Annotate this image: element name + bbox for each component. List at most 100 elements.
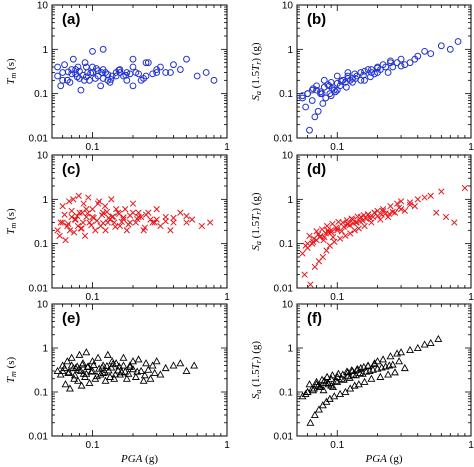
data-point: [310, 410, 319, 419]
panel-a: 0.01 0.1 1 10 0.1 1 (a) Tm (s): [5, 1, 230, 154]
y-axis-label: Sa (1.5Tr) (g): [250, 341, 263, 399]
data-point: [144, 59, 152, 67]
plot-frame: [51, 154, 228, 289]
data-point: [305, 380, 314, 388]
y-tick-label: 1: [42, 344, 48, 355]
data-point: [329, 234, 337, 241]
data-point: [139, 376, 148, 384]
data-point: [313, 86, 320, 94]
data-point: [420, 340, 429, 348]
data-point: [183, 55, 190, 63]
data-point: [129, 82, 137, 90]
data-point: [343, 371, 352, 380]
data-point: [169, 361, 178, 369]
data-point: [342, 232, 349, 240]
data-point: [137, 213, 145, 221]
data-point: [387, 57, 394, 65]
data-point: [93, 371, 101, 380]
y-axis-label: Tm (s): [5, 357, 18, 384]
data-point: [387, 203, 394, 210]
data-point: [320, 237, 327, 244]
data-point: [122, 374, 131, 382]
data-point: [70, 374, 79, 382]
data-point: [78, 360, 87, 368]
data-point: [89, 63, 96, 71]
data-point: [446, 45, 454, 53]
data-point: [149, 70, 157, 78]
data-point: [350, 220, 357, 227]
data-point: [101, 376, 110, 384]
data-point: [56, 370, 65, 378]
y-tick-label: 1: [287, 195, 293, 206]
data-point: [309, 85, 317, 93]
data-point: [183, 219, 190, 226]
scatter-points: [298, 334, 443, 426]
data-point: [87, 367, 96, 375]
data-point: [406, 201, 414, 209]
panel-label: (b): [307, 11, 326, 28]
data-point: [320, 76, 328, 84]
data-point: [202, 69, 210, 76]
data-point: [433, 209, 440, 216]
data-point: [345, 373, 354, 381]
data-point: [73, 362, 82, 370]
data-point: [358, 369, 367, 377]
data-point: [170, 219, 177, 226]
data-point: [99, 75, 107, 82]
data-point: [414, 196, 421, 203]
data-point: [72, 216, 79, 223]
data-point: [391, 209, 399, 216]
x-tick-label: 1: [224, 440, 230, 451]
y-tick-label: 1: [287, 45, 293, 56]
data-point: [105, 214, 112, 222]
data-point: [369, 213, 377, 221]
data-point: [115, 362, 124, 370]
x-tick-label: 0.1: [86, 142, 100, 153]
data-point: [93, 65, 100, 72]
data-point: [151, 219, 158, 226]
data-point: [327, 381, 336, 389]
data-point: [356, 218, 364, 225]
data-point: [364, 211, 372, 218]
y-tick-label: 0.1: [34, 89, 48, 100]
data-point: [347, 366, 356, 374]
data-point: [119, 361, 128, 369]
data-point: [306, 418, 315, 426]
data-point: [78, 225, 85, 232]
data-point: [63, 357, 72, 365]
data-point: [451, 219, 458, 226]
data-point: [306, 126, 313, 134]
data-point: [157, 222, 164, 230]
data-point: [327, 229, 335, 236]
data-point: [349, 370, 358, 378]
data-point: [319, 100, 327, 107]
data-point: [102, 69, 109, 76]
data-point: [134, 355, 143, 363]
x-tick-label: 0.1: [330, 292, 344, 303]
data-point: [395, 357, 404, 365]
y-axis-label: Sa (1.5Tr) (g): [250, 42, 263, 100]
data-point: [76, 67, 83, 75]
data-point: [367, 374, 376, 382]
data-point: [77, 86, 85, 94]
y-tick-label: 0.01: [29, 284, 49, 295]
data-point: [147, 216, 154, 223]
data-point: [302, 242, 309, 249]
data-point: [129, 200, 137, 207]
data-point: [108, 357, 117, 365]
data-point: [438, 188, 445, 195]
data-point: [176, 66, 184, 73]
data-point: [193, 72, 201, 80]
data-point: [370, 360, 379, 368]
data-point: [301, 389, 310, 398]
data-point: [374, 64, 381, 72]
data-point: [162, 69, 170, 76]
y-axis-label: Sa (1.5Tr) (g): [250, 192, 263, 250]
data-point: [397, 55, 405, 63]
data-point: [142, 359, 150, 367]
data-point: [141, 224, 148, 231]
data-point: [401, 61, 409, 69]
data-point: [157, 63, 164, 71]
data-point: [89, 47, 96, 55]
data-point: [344, 72, 352, 80]
